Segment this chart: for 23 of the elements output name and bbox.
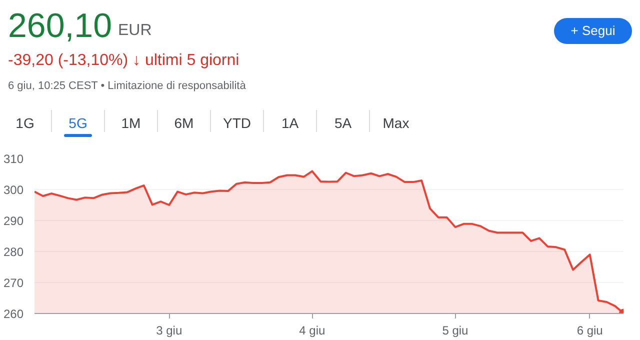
chart-subtitle: -39,20 (-13,10%) ↓ ultimi 5 giorni [8,51,240,71]
x-tick-label: 5 giu [442,324,468,338]
text: + Segui [554,18,632,44]
text: 5A [333,114,353,133]
y-tick-label: 300 [3,183,24,197]
text: YTD [222,114,252,133]
text: 1M [120,114,142,133]
text: 1G [14,114,36,133]
y-tick-label: 310 [3,152,24,166]
chart-title: 260,10 [8,6,112,47]
text: Max [382,114,410,133]
y-tick-label: 260 [3,307,24,321]
x-tick-label: 6 giu [576,324,603,338]
y-tick-label: 280 [3,245,24,259]
text: 1A [280,114,300,133]
x-tick-label: 4 giu [299,324,326,338]
text: 6 giu, 10:25 CEST • Limitazione di responsabilità [8,79,246,94]
text: EUR [118,21,152,41]
x-tick-label: 3 giu [156,324,182,338]
text: 6M [173,114,195,133]
text: 5G [68,114,88,133]
y-tick-label: 270 [3,276,24,290]
y-tick-label: 290 [3,214,24,228]
